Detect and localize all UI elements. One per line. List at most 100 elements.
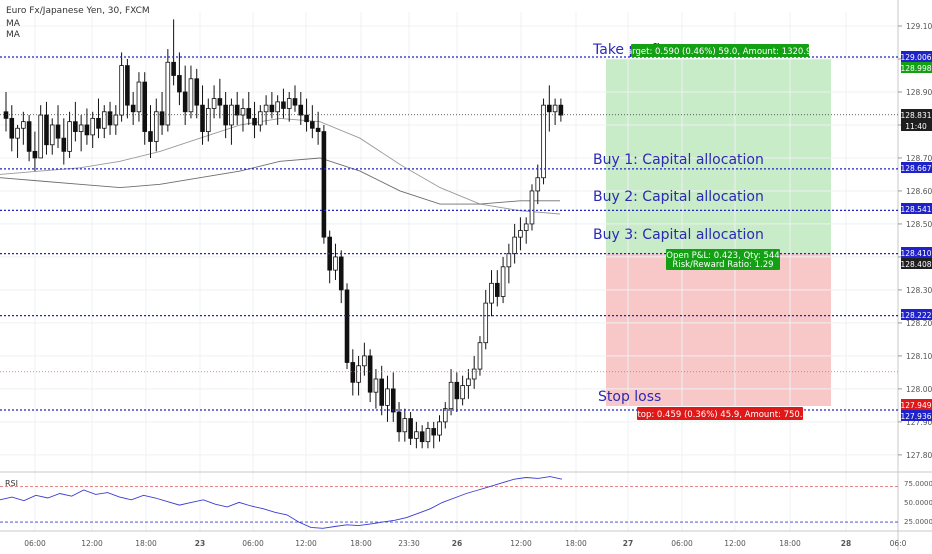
candle-body [38,114,43,159]
time-tick-label: 27 [623,539,633,548]
indicator-ma-1[interactable]: MA [6,19,20,29]
svg-text:129.006: 129.006 [900,53,931,62]
price-tick-label: 128.100 [906,352,932,361]
badge-buy1: 128.667 [900,162,932,173]
candle-body [194,78,200,106]
target-label[interactable]: Target: 0.590 (0.46%) 59.0, Amount: 1320… [622,44,817,57]
candle-body [483,302,489,344]
open-pl-label[interactable]: Open P&L: 0.423, Qty: 544 Risk/Reward Ra… [666,249,780,270]
svg-text:128.222: 128.222 [900,311,931,320]
candle-body [494,282,500,297]
candle-body [101,111,107,129]
candle-body [258,111,263,126]
time-tick-label: 12:00 [81,539,103,548]
svg-text:128.667: 128.667 [900,164,931,173]
time-tick-label: 06:00 [24,539,46,548]
candle-body [500,266,506,297]
price-tick-label: 128.600 [906,187,932,196]
candle-body [362,355,367,367]
candle-body [298,104,304,116]
candle-body [26,121,32,152]
ma-line-1 [0,117,561,215]
candle-body [442,408,448,423]
candle-body [489,282,494,304]
candle-body [506,253,512,268]
indicator-ma-2[interactable]: MA [6,30,20,40]
candle-body [518,230,523,238]
candle-body [177,75,182,93]
candle-body [113,114,119,126]
price-tick-label: 127.800 [906,451,932,460]
candle-body [84,124,90,136]
candle-body [385,388,390,406]
candle-body [234,104,240,116]
time-tick-label: 06:00 [242,539,264,548]
candle-body [558,104,564,116]
candle-body [350,362,356,383]
candle-body [78,124,84,132]
candle-body [321,131,327,238]
candle-body [171,61,176,76]
candle-body [165,61,171,126]
candle-body [200,104,205,132]
badge-take-profit: 128.998 [900,62,932,73]
candle-body [425,428,431,443]
candle-body [44,114,49,146]
candle-body [107,111,113,126]
candle-body [333,256,338,271]
candle-body [437,421,442,436]
candle-body [269,104,275,113]
candle-body [275,101,280,113]
time-tick-label: 18:00 [350,539,372,548]
price-tick-label: 128.000 [906,385,932,394]
candle-body [390,388,396,413]
candle-body [217,98,223,106]
price-tick-label: 128.300 [906,286,932,295]
badge-entry2: 128.408 [900,258,932,269]
time-tick-label: 06:00 [671,539,693,548]
badge-level5: 128.222 [900,309,932,320]
badge-entry: 128.410 [900,247,932,258]
candle-body [529,190,535,225]
candle-body [315,127,321,132]
candle-body [344,289,350,363]
price-tick-label: 129.100 [906,22,932,31]
symbol-title[interactable]: Euro Fx/Japanese Yen, 30, FXCM [6,6,150,16]
stop-label[interactable]: Stop: 0.459 (0.36%) 45.9, Amount: 750.3 [632,407,808,420]
buy1-annotation: Buy 1: Capital allocation [593,152,764,168]
svg-text:128.541: 128.541 [900,205,931,214]
candle-body [373,378,379,393]
badge-buy2: 128.541 [900,203,932,214]
candle-body [130,104,136,113]
candle-body [310,121,315,129]
price-tick-label: 128.500 [906,220,932,229]
time-tick-label: 26 [452,539,462,548]
badge-stop: 127.949 [900,399,932,410]
candle-body [379,378,384,406]
time-tick-label: 18:00 [565,539,587,548]
time-tick-label: 12:00 [510,539,532,548]
time-tick-label: 18:00 [135,539,157,548]
buy2-annotation: Buy 2: Capital allocation [593,189,764,205]
price-tick-label: 127.900 [906,418,932,427]
svg-text:128.408: 128.408 [900,260,931,269]
rsi-label: RSI [5,479,18,488]
candle-body [448,381,454,410]
target-label-text: Target: 0.590 (0.46%) 59.0, Amount: 1320… [622,47,817,57]
rsi-tick-75: 75.0000 [904,480,932,488]
candle-body [182,91,188,113]
candle-body [414,431,419,439]
candle-body [9,117,15,139]
candle-body [419,431,425,443]
candle-body [153,111,159,142]
open-pl-text: Open P&L: 0.423, Qty: 544 [666,251,779,261]
candle-body [292,98,298,106]
price-tick-label: 128.700 [906,154,932,163]
candle-body [252,117,257,126]
risk-reward-text: Risk/Reward Ratio: 1.29 [672,260,773,270]
candle-body [142,81,148,132]
time-tick-label: 12:00 [724,539,746,548]
candle-body [460,385,465,400]
